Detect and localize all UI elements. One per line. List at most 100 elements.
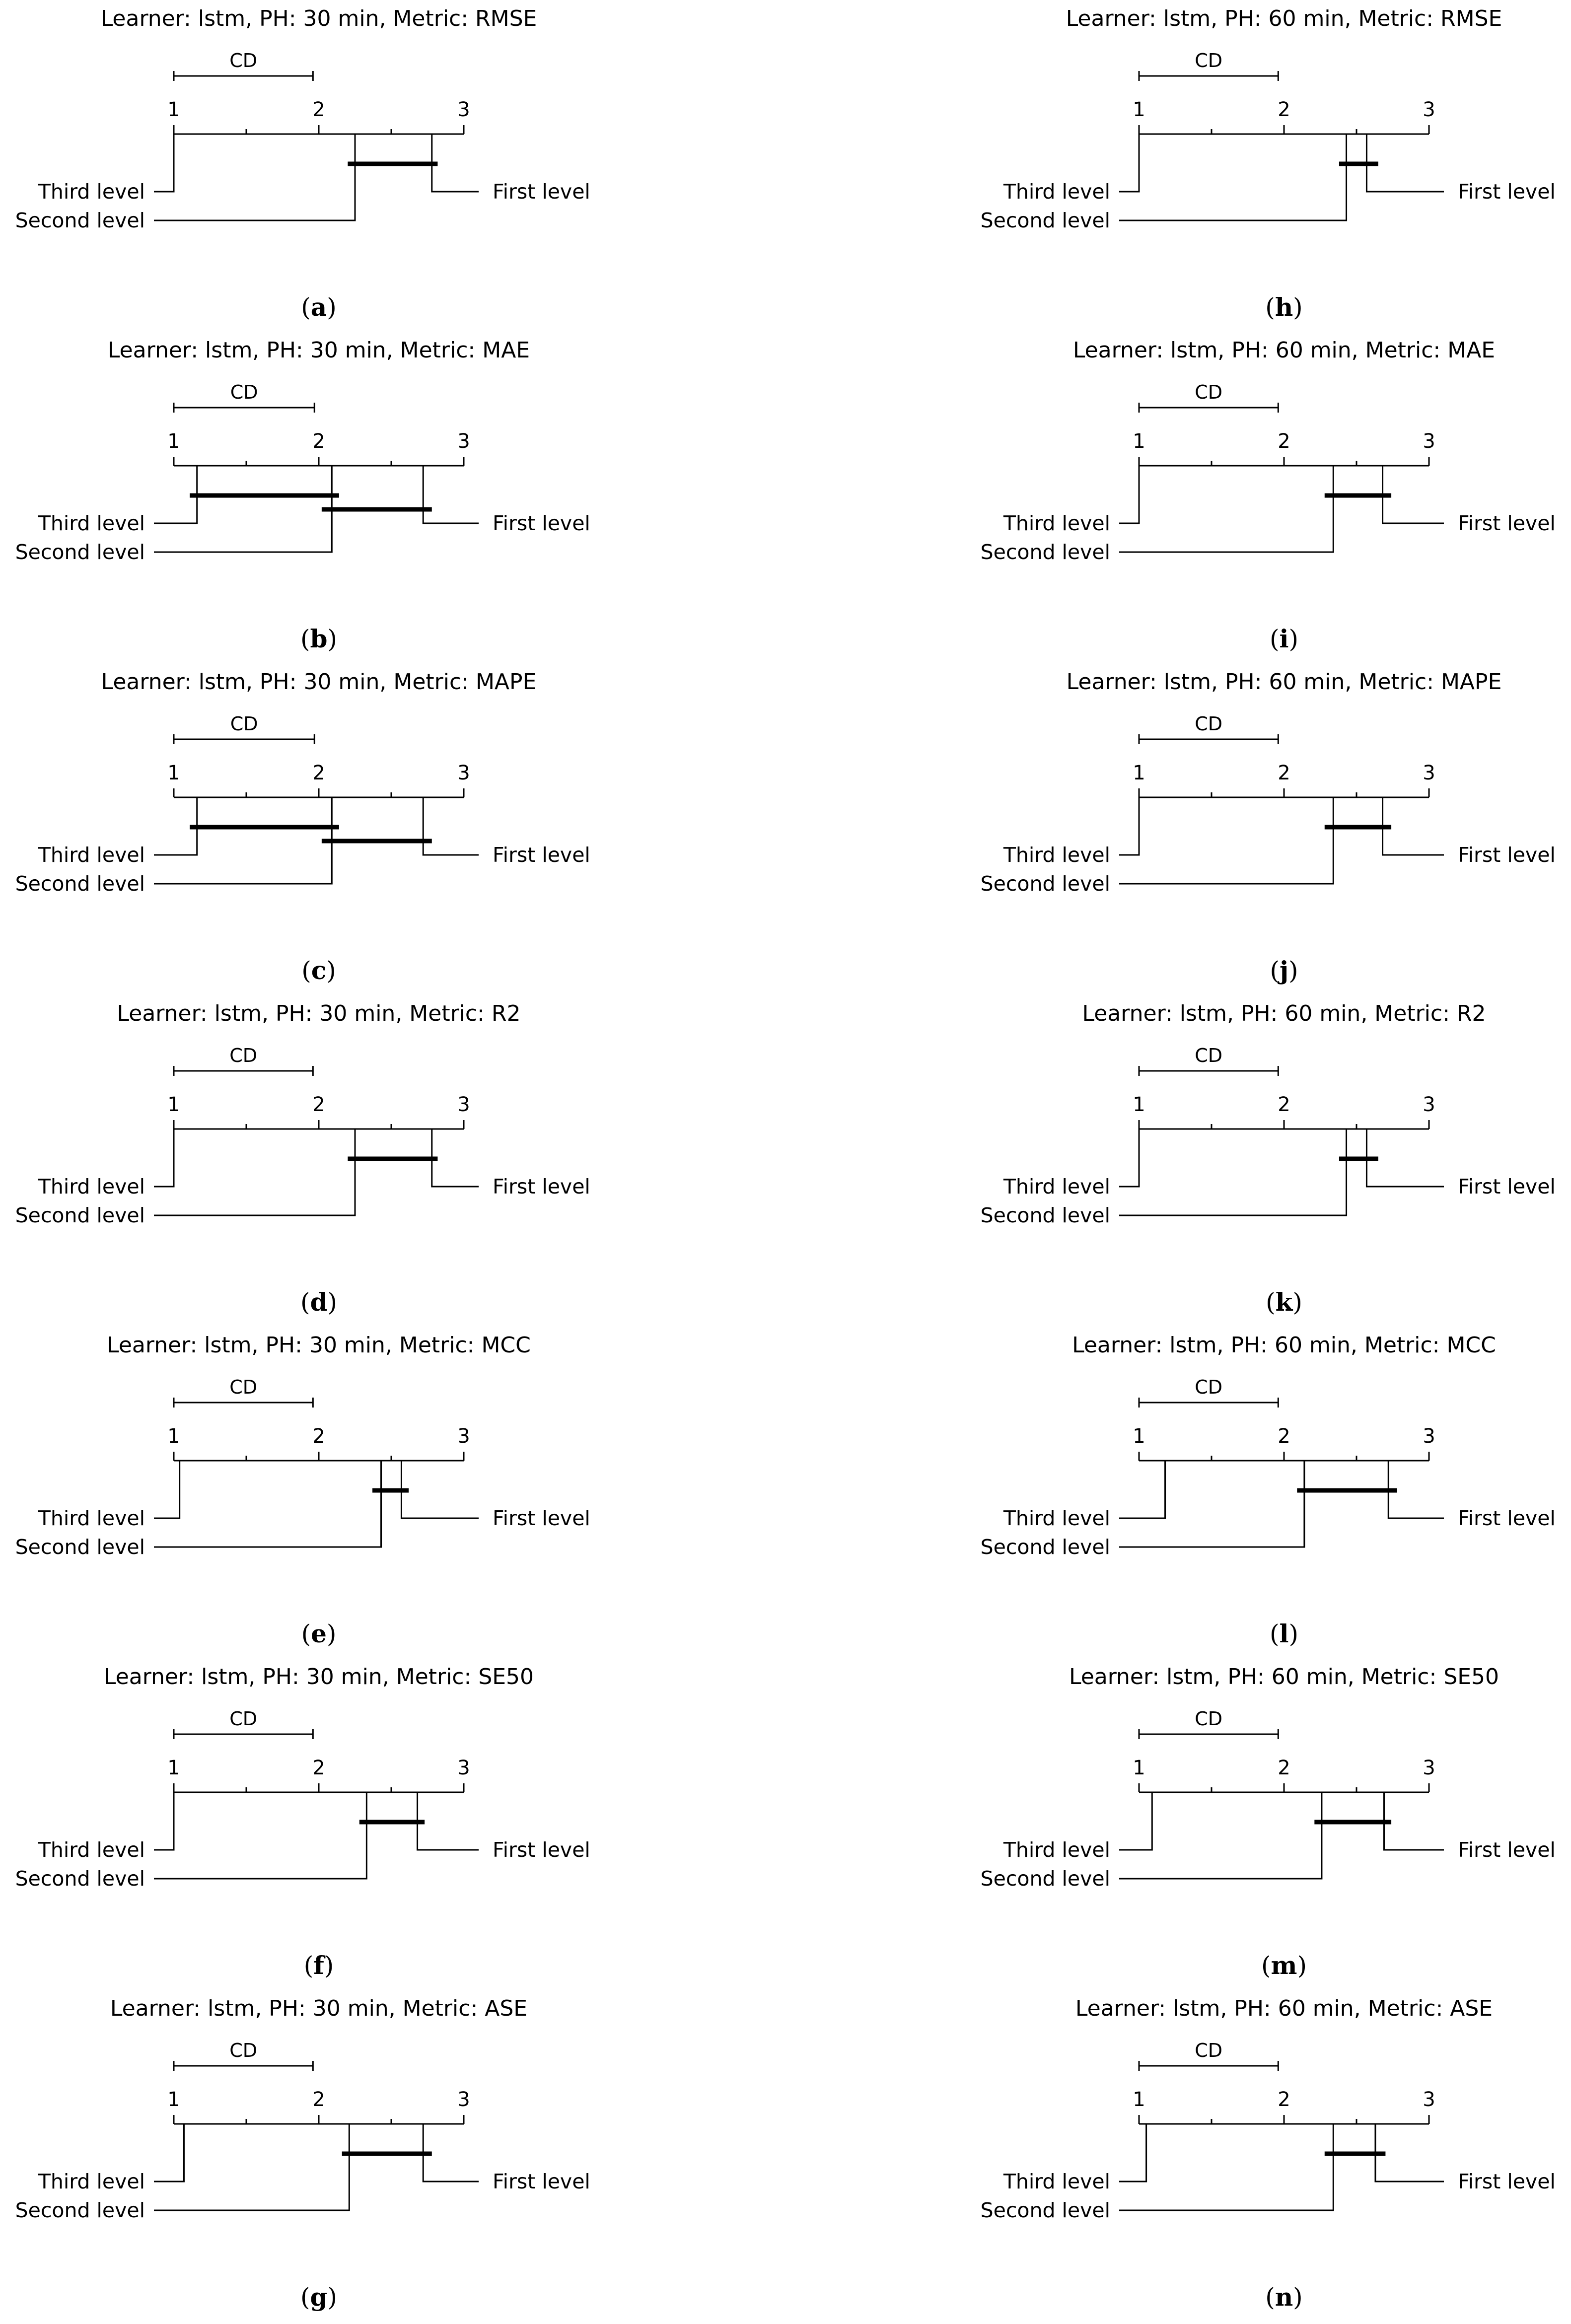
cd-panel-i: Learner: lstm, PH: 60 min, Metric: MAE CD… (981, 338, 1556, 653)
panel-caption: (f) (304, 1951, 334, 1980)
tick-label: 3 (457, 762, 470, 784)
item-connector (1119, 1792, 1323, 1880)
panel-caption: (k) (1266, 1287, 1302, 1317)
tick-label: 2 (312, 98, 325, 121)
item-label: Third level (38, 2170, 145, 2193)
item-connector (422, 797, 479, 856)
panel-caption: (l) (1270, 1619, 1298, 1648)
tick-label: 2 (312, 762, 325, 784)
item-connector (1382, 797, 1444, 856)
item-connector (154, 1129, 175, 1188)
panel-caption: (e) (301, 1619, 337, 1648)
cd-panel-m: Learner: lstm, PH: 60 min, Metric: SE50 C… (981, 1664, 1556, 1980)
item-label: Second level (15, 540, 145, 564)
tick-label: 2 (1278, 430, 1290, 453)
cd-label: CD (229, 2040, 257, 2061)
item-connector (1119, 797, 1140, 856)
item-connector (154, 466, 333, 553)
tick-label: 1 (1133, 98, 1145, 121)
tick-label: 3 (1423, 1093, 1435, 1116)
item-label: First level (493, 2170, 590, 2193)
item-connector (1365, 134, 1444, 193)
item-connector (1119, 1461, 1166, 1519)
item-connector (154, 1792, 367, 1880)
cd-label: CD (229, 50, 257, 71)
item-label: First level (1458, 2170, 1556, 2193)
item-connector (154, 134, 175, 193)
cd-label: CD (230, 381, 258, 403)
cd-label: CD (229, 1376, 257, 1398)
item-connector (1383, 1792, 1444, 1851)
item-connector (1119, 134, 1140, 193)
panel-title: Learner: lstm, PH: 30 min, Metric: MCC (107, 1333, 531, 1358)
item-connector (422, 2124, 479, 2183)
cd-label: CD (1195, 1045, 1222, 1066)
item-connector (154, 797, 333, 885)
item-label: Second level (15, 2198, 145, 2222)
panel-caption: (g) (300, 2282, 337, 2312)
item-label: Second level (15, 1867, 145, 1891)
item-connector (431, 134, 479, 193)
item-label: Second level (981, 872, 1110, 896)
tick-label: 1 (1133, 1757, 1145, 1779)
cd-panel-c: Learner: lstm, PH: 30 min, Metric: MAPE C… (15, 669, 590, 985)
item-label: First level (493, 1838, 590, 1862)
tick-label: 3 (1423, 2088, 1435, 2111)
item-connector (1119, 2124, 1334, 2211)
tick-label: 3 (457, 1425, 470, 1448)
item-connector (400, 1461, 479, 1519)
cd-panel-n: Learner: lstm, PH: 60 min, Metric: ASE CD… (981, 1996, 1556, 2312)
item-label: Second level (981, 2198, 1110, 2222)
cd-panel-a: Learner: lstm, PH: 30 min, Metric: RMSE C… (15, 6, 590, 322)
item-label: First level (493, 1175, 590, 1198)
item-label: Third level (1003, 1175, 1110, 1198)
item-connector (1374, 2124, 1444, 2183)
tick-label: 3 (1423, 762, 1435, 784)
panel-title: Learner: lstm, PH: 30 min, Metric: MAPE (101, 669, 537, 695)
tick-label: 1 (167, 430, 180, 453)
cd-label: CD (230, 713, 258, 735)
cd-panel-k: Learner: lstm, PH: 60 min, Metric: R2 CD 1… (981, 1001, 1556, 1317)
item-connector (154, 797, 198, 856)
item-connector (422, 466, 479, 524)
tick-label: 3 (457, 430, 470, 453)
item-label: First level (1458, 511, 1556, 535)
tick-label: 2 (312, 1425, 325, 1448)
item-label: Second level (981, 209, 1110, 232)
tick-label: 1 (167, 2088, 180, 2111)
tick-label: 1 (167, 98, 180, 121)
panel-title: Learner: lstm, PH: 30 min, Metric: MAE (108, 338, 530, 363)
tick-label: 2 (1278, 98, 1290, 121)
item-connector (1119, 1461, 1305, 1548)
item-label: Third level (38, 1506, 145, 1530)
cd-panel-g: Learner: lstm, PH: 30 min, Metric: ASE CD… (15, 1996, 590, 2312)
tick-label: 2 (1278, 1757, 1290, 1779)
tick-label: 1 (1133, 762, 1145, 784)
item-label: Second level (15, 872, 145, 896)
tick-label: 1 (167, 1757, 180, 1779)
item-connector (154, 1461, 181, 1519)
tick-label: 2 (312, 2088, 325, 2111)
item-label: First level (493, 843, 590, 867)
panel-title: Learner: lstm, PH: 60 min, Metric: RMSE (1066, 6, 1502, 31)
tick-label: 3 (1423, 1757, 1435, 1779)
tick-label: 3 (1423, 1425, 1435, 1448)
cd-label: CD (1195, 50, 1222, 71)
cd-label: CD (229, 1045, 257, 1066)
tick-label: 1 (167, 1425, 180, 1448)
item-label: Third level (38, 511, 145, 535)
tick-label: 3 (457, 98, 470, 121)
tick-label: 1 (1133, 1425, 1145, 1448)
tick-label: 3 (1423, 98, 1435, 121)
item-connector (1119, 1792, 1153, 1851)
item-label: Second level (15, 1535, 145, 1559)
cd-label: CD (1195, 1708, 1222, 1730)
panel-caption: (c) (301, 956, 336, 985)
item-connector (1119, 1129, 1348, 1216)
item-connector (1382, 466, 1444, 524)
item-label: Third level (1003, 1506, 1110, 1530)
item-label: Third level (1003, 2170, 1110, 2193)
item-label: Third level (1003, 1838, 1110, 1862)
cd-label: CD (229, 1708, 257, 1730)
